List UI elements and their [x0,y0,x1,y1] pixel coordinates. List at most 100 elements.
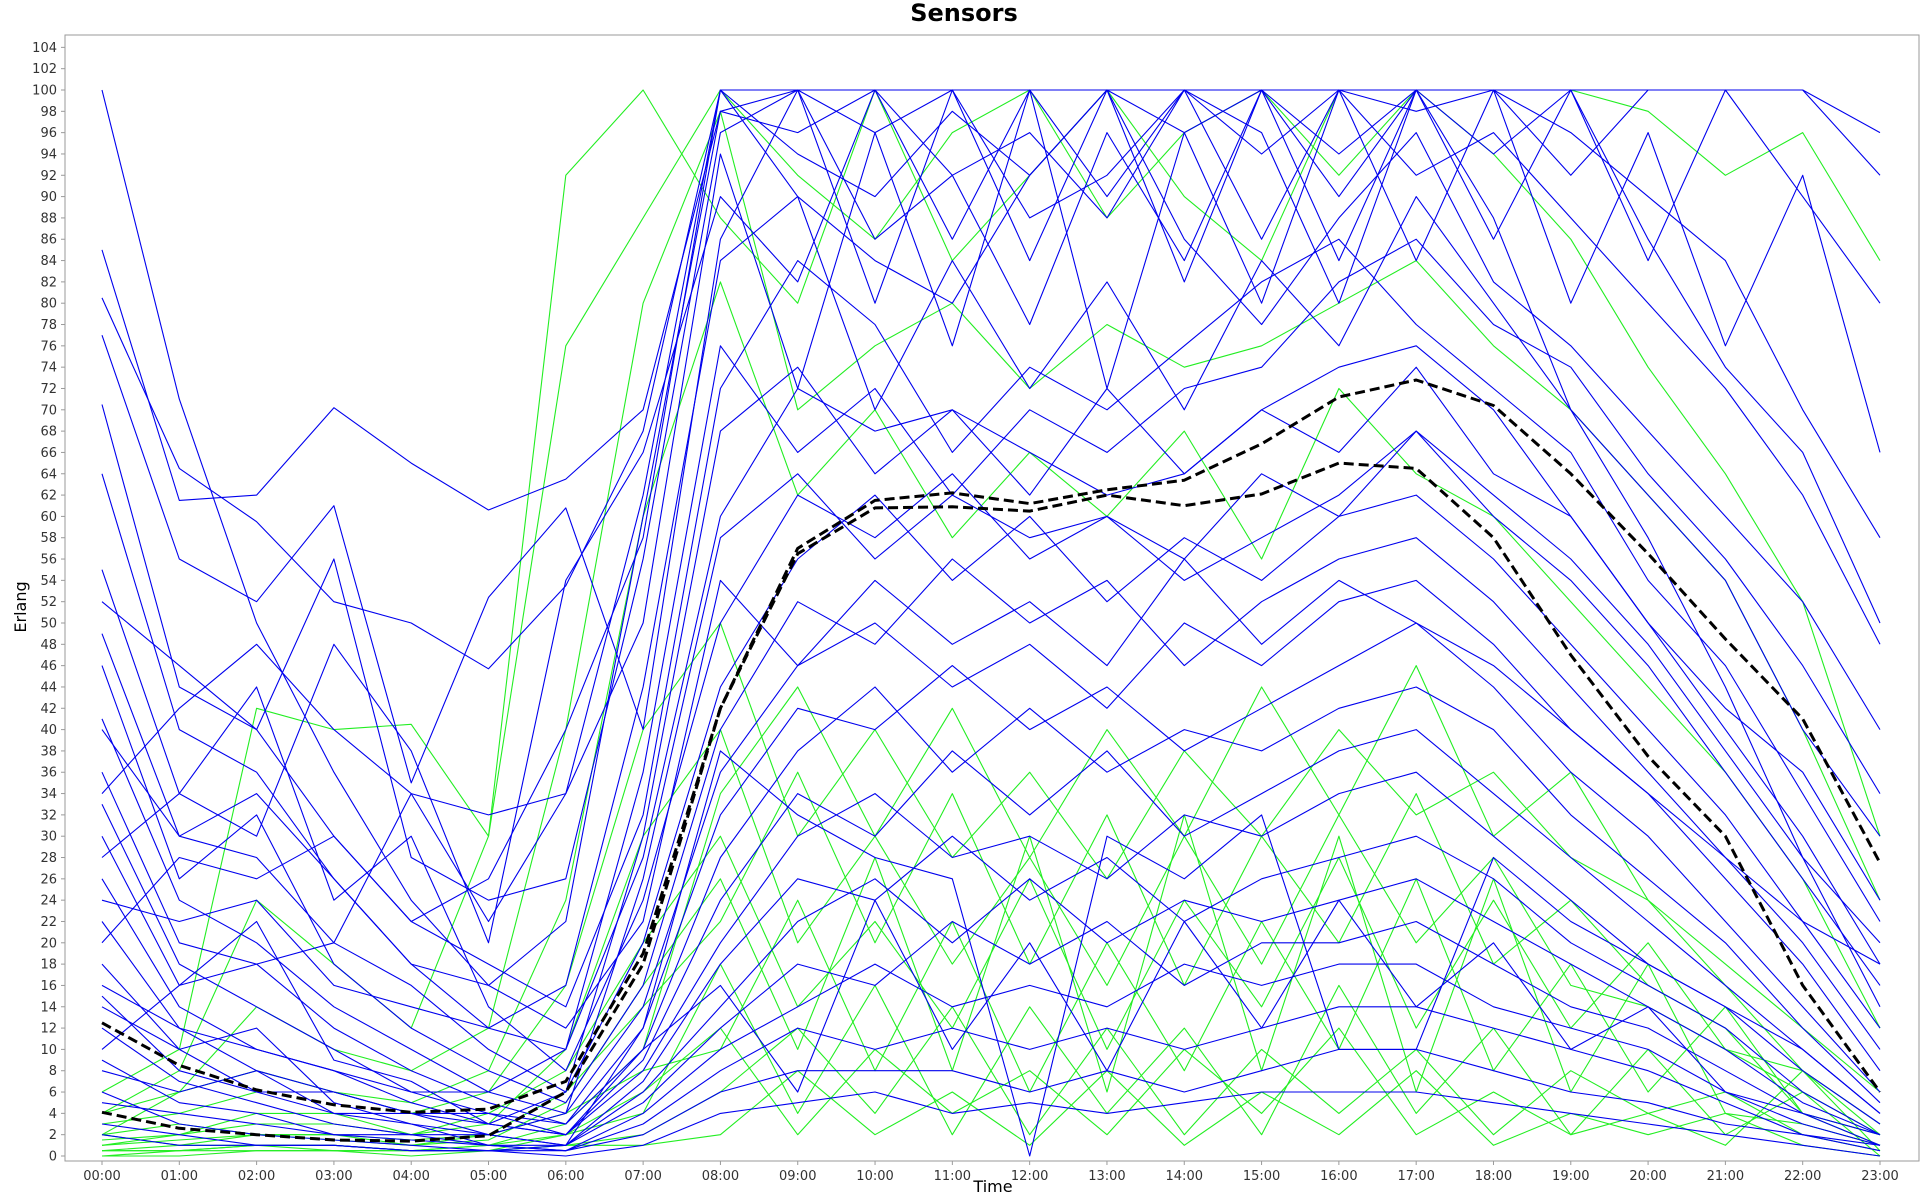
series-line [101,878,1881,1152]
series-line [101,537,1881,1104]
series-line [101,750,1881,1157]
y-tick-label: 12 [40,1022,57,1037]
x-tick-label: 04:00 [392,1169,429,1184]
x-tick-label: 16:00 [1320,1169,1357,1184]
y-tick-label: 64 [40,467,57,482]
y-axis-label: Erlang [11,581,30,632]
y-tick-label: 82 [40,275,57,290]
x-tick-label: 12:00 [1011,1169,1048,1184]
y-tick-label: 98 [40,105,57,120]
y-tick-label: 68 [40,425,57,440]
y-tick-label: 96 [40,126,57,141]
y-tick-label: 10 [40,1043,57,1058]
plot-area [64,34,1920,1162]
x-tick-label: 18:00 [1475,1169,1512,1184]
y-axis-ticks: 0246810121416182022242628303234363840424… [32,41,65,1165]
series-line [101,89,1881,1008]
y-tick-label: 30 [40,830,57,845]
y-tick-label: 100 [32,84,57,99]
x-tick-label: 13:00 [1088,1169,1125,1184]
series-line [101,899,1881,1136]
series-line [101,89,1881,944]
y-tick-label: 4 [49,1107,57,1122]
x-tick-label: 21:00 [1707,1169,1744,1184]
y-tick-label: 102 [32,62,57,77]
series-line [101,196,1881,1029]
y-tick-label: 74 [40,361,57,376]
y-tick-label: 54 [40,574,57,589]
y-tick-label: 62 [40,489,57,504]
series-line [101,494,1881,1093]
y-tick-label: 88 [40,211,57,226]
y-tick-label: 56 [40,553,57,568]
x-tick-label: 07:00 [624,1169,661,1184]
series-line [101,1006,1881,1152]
series-line [101,89,1881,901]
x-tick-label: 22:00 [1784,1169,1821,1184]
y-tick-label: 6 [49,1086,57,1101]
series-line [101,89,1881,1050]
series-line [101,558,1881,1029]
y-tick-label: 38 [40,744,57,759]
y-tick-label: 26 [40,872,57,887]
reference-series-line [101,461,1882,1143]
y-tick-label: 66 [40,446,57,461]
series-line [101,281,1881,1114]
x-tick-label: 10:00 [856,1169,893,1184]
y-tick-label: 92 [40,169,57,184]
x-tick-label: 23:00 [1861,1169,1898,1184]
series-layer [101,89,1881,1157]
reference-layer [101,378,1882,1143]
x-tick-label: 05:00 [470,1169,507,1184]
x-tick-label: 06:00 [547,1169,584,1184]
y-tick-label: 24 [40,894,57,909]
y-tick-label: 60 [40,510,57,525]
chart-title: Sensors [910,0,1018,27]
y-tick-label: 16 [40,979,57,994]
series-line [101,729,1881,1136]
y-tick-label: 44 [40,680,57,695]
x-tick-label: 19:00 [1552,1169,1589,1184]
x-axis-label: Time [972,1177,1012,1196]
y-tick-label: 70 [40,403,57,418]
y-tick-label: 50 [40,617,57,632]
series-line [101,920,1881,1146]
x-tick-label: 01:00 [161,1169,198,1184]
x-tick-label: 02:00 [238,1169,275,1184]
x-tick-label: 17:00 [1397,1169,1434,1184]
y-tick-label: 0 [49,1150,57,1165]
y-tick-label: 14 [40,1000,57,1015]
y-tick-label: 80 [40,297,57,312]
x-tick-label: 15:00 [1243,1169,1280,1184]
series-line [102,1070,1881,1157]
y-tick-label: 22 [40,915,57,930]
y-tick-label: 72 [40,382,57,397]
series-line [101,366,1881,1125]
x-tick-label: 00:00 [83,1169,120,1184]
y-tick-label: 28 [40,851,57,866]
x-tick-label: 20:00 [1629,1169,1666,1184]
reference-series-line [101,378,1882,1114]
series-line [101,878,1881,1146]
series-line [102,1027,1881,1152]
y-tick-label: 8 [49,1064,57,1079]
y-tick-label: 34 [40,787,57,802]
y-tick-label: 36 [40,766,57,781]
y-tick-label: 52 [40,595,57,610]
y-tick-label: 104 [32,41,57,56]
y-tick-label: 78 [40,318,57,333]
series-line [101,430,1881,1136]
x-axis-ticks: 00:00 01:00 02:00 03:00 04:00 05:00 06:00 07:00… [83,1161,1899,1184]
y-tick-label: 86 [40,233,57,248]
y-tick-label: 94 [40,147,57,162]
x-tick-label: 11:00 [934,1169,971,1184]
y-tick-label: 32 [40,808,57,823]
series-line [101,622,1881,1125]
x-tick-label: 03:00 [315,1169,352,1184]
y-tick-label: 2 [49,1128,57,1143]
series-line [101,89,1881,784]
y-tick-label: 18 [40,958,57,973]
